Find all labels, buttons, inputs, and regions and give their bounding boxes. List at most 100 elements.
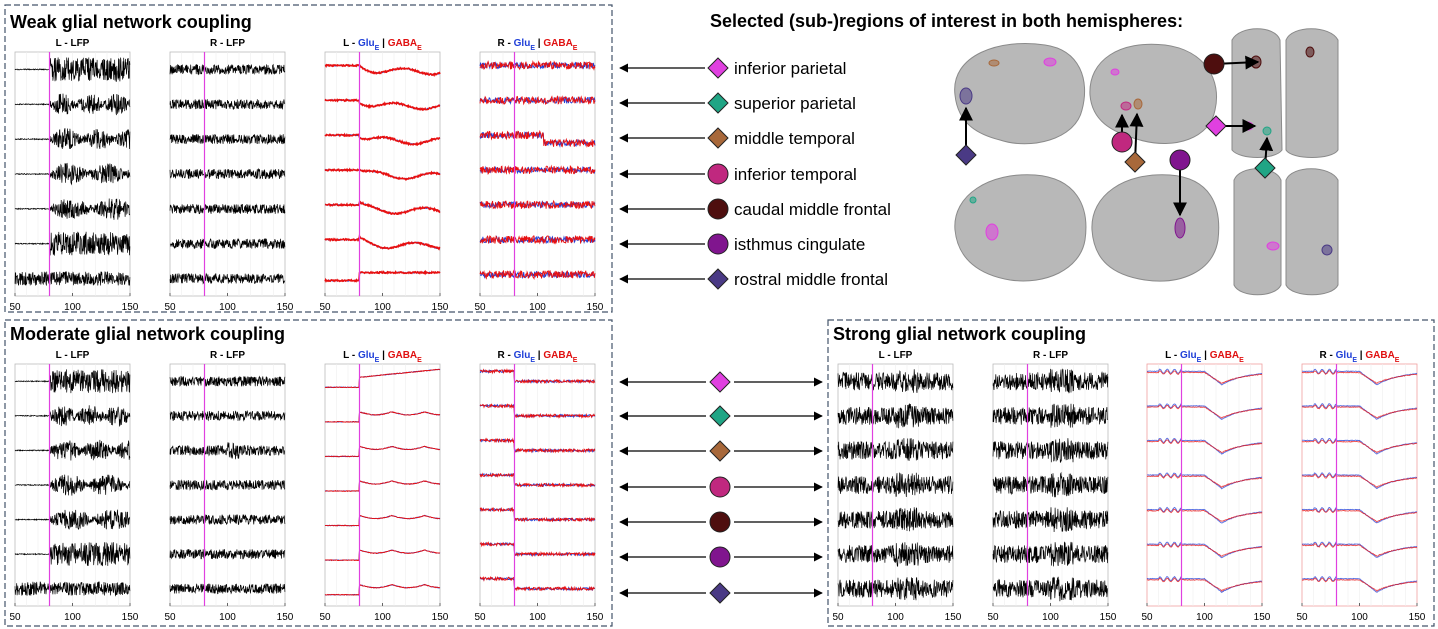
plot-title-part: Glu — [1336, 350, 1353, 361]
x-tick-label: 150 — [1409, 612, 1426, 623]
x-tick-label: 150 — [432, 302, 449, 313]
region-marker — [710, 583, 730, 603]
plot-title-part: | — [379, 350, 387, 361]
region-marker — [708, 164, 728, 184]
plot-title-part: Glu — [514, 38, 531, 49]
region-patch — [1322, 245, 1332, 255]
region-patch — [1263, 127, 1271, 135]
plot-title-part: R - — [498, 350, 514, 361]
x-tick-label: 100 — [374, 612, 391, 623]
brain — [1090, 44, 1217, 143]
plot-title-part: GABA — [543, 350, 572, 361]
plot-title-part: R - — [498, 38, 514, 49]
x-tick-label: 50 — [319, 302, 331, 313]
plot-title-part: Glu — [358, 38, 375, 49]
x-tick-label: 50 — [1141, 612, 1153, 623]
region-marker — [1170, 150, 1190, 170]
plot-title-part: E — [417, 357, 422, 364]
plot: R - LFP50100150 — [987, 350, 1116, 623]
x-tick-label: 50 — [319, 612, 331, 623]
region-label: rostral middle frontal — [734, 270, 888, 289]
x-tick-label: 100 — [1351, 612, 1368, 623]
x-tick-label: 50 — [474, 302, 486, 313]
panel-title: Weak glial network coupling — [10, 12, 252, 32]
plot-title-part: R - — [1320, 350, 1336, 361]
x-tick-label: 50 — [9, 612, 21, 623]
x-tick-label: 100 — [887, 612, 904, 623]
brain — [1092, 175, 1219, 281]
plot-title-part: E — [1239, 357, 1244, 364]
x-tick-label: 150 — [122, 612, 139, 623]
x-tick-label: 50 — [1296, 612, 1308, 623]
plot-title: R - LFP — [210, 350, 245, 361]
brain — [1286, 169, 1338, 295]
plot-title-part: E — [417, 45, 422, 52]
region-patch — [986, 224, 998, 240]
region-marker — [708, 58, 728, 78]
plot: R - LFP50100150 — [164, 38, 293, 313]
plot-title-part: Glu — [1180, 350, 1197, 361]
regions-title: Selected (sub-)regions of interest in bo… — [710, 11, 1183, 31]
plot: L - LFP50100150 — [832, 350, 961, 623]
region-patch — [1306, 47, 1314, 57]
x-tick-label: 100 — [374, 302, 391, 313]
figure: Selected (sub-)regions of interest in bo… — [0, 0, 1438, 629]
x-tick-label: 150 — [432, 612, 449, 623]
region-marker — [710, 406, 730, 426]
plot-title: R - GluE | GABAE — [498, 350, 578, 364]
plot-title-part: GABA — [1365, 350, 1394, 361]
region-patch — [989, 60, 999, 66]
x-tick-label: 100 — [64, 302, 81, 313]
plot: L - LFP 50 100 150 — [9, 350, 138, 623]
plot-title: L - GluE | GABAE — [343, 350, 422, 364]
x-tick-label: 50 — [832, 612, 844, 623]
plot-title-part: GABA — [1210, 350, 1239, 361]
region-label: superior parietal — [734, 94, 856, 113]
region-marker — [1112, 132, 1132, 152]
region-marker — [708, 234, 728, 254]
region-marker — [710, 477, 730, 497]
x-tick-label: 100 — [529, 302, 546, 313]
plot-title-part: GABA — [388, 350, 417, 361]
x-tick-label: 150 — [277, 302, 294, 313]
region-label: caudal middle frontal — [734, 200, 891, 219]
plot: L - GluE | GABAE50100150 — [1141, 350, 1270, 623]
x-tick-label: 150 — [1254, 612, 1271, 623]
plot-title: R - LFP — [1033, 350, 1068, 361]
x-tick-label: 100 — [529, 612, 546, 623]
plot: R - LFP50100150 — [164, 350, 293, 623]
region-patch — [1267, 242, 1279, 250]
panel-title: Strong glial network coupling — [833, 324, 1086, 344]
x-tick-label: 50 — [9, 302, 21, 313]
region-marker — [708, 93, 728, 113]
region-marker — [708, 128, 728, 148]
plot-title-part: E — [1395, 357, 1400, 364]
region-patch — [1111, 69, 1119, 75]
x-tick-label: 100 — [1196, 612, 1213, 623]
plot-title-part: GABA — [543, 38, 572, 49]
x-tick-label: 50 — [164, 612, 176, 623]
plot-title: L - LFP — [56, 350, 90, 361]
plot-title: R - LFP — [210, 38, 245, 49]
region-marker — [708, 199, 728, 219]
plot-title-part: | — [379, 38, 387, 49]
region-label: middle temporal — [734, 129, 855, 148]
region-patch — [970, 197, 976, 203]
region-marker — [1125, 152, 1145, 172]
region-marker — [1204, 54, 1224, 74]
region-patch — [1134, 99, 1142, 109]
brain — [955, 175, 1086, 281]
x-tick-label: 150 — [587, 612, 604, 623]
plot-title-part: Glu — [358, 350, 375, 361]
plot-title-part: E — [573, 357, 578, 364]
plot-title-part: GABA — [388, 38, 417, 49]
plot: R - GluE | GABAE50100150 — [474, 38, 603, 313]
brain — [1234, 169, 1281, 295]
x-tick-label: 100 — [64, 612, 81, 623]
region-label: inferior temporal — [734, 165, 857, 184]
x-tick-label: 150 — [277, 612, 294, 623]
region-patch — [1121, 102, 1131, 110]
region-label: inferior parietal — [734, 59, 846, 78]
